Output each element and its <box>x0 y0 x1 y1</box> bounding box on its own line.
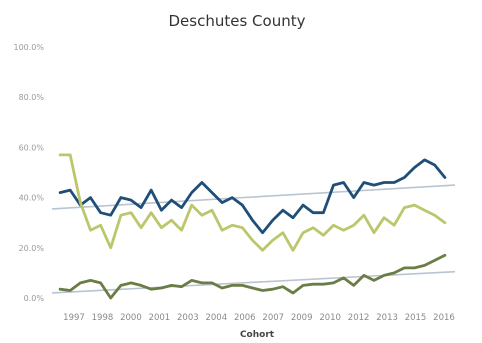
y-tick-label: 100.0% <box>13 43 44 52</box>
trend-line <box>51 270 456 294</box>
y-tick-label: 40.0% <box>19 194 45 203</box>
series-line <box>58 253 447 300</box>
x-tick-label: 2016 <box>433 313 455 323</box>
x-tick-label: 2015 <box>405 313 427 323</box>
x-tick-label: 2009 <box>291 313 313 323</box>
x-axis-label: Cohort <box>240 330 275 340</box>
y-tick-label: 80.0% <box>19 93 45 102</box>
x-tick-label: 2013 <box>376 313 398 323</box>
series-line <box>58 158 447 235</box>
x-tick-label: 1998 <box>92 313 114 323</box>
x-tick-label: 1997 <box>63 313 85 323</box>
series-line <box>58 153 447 252</box>
x-tick-label: 2001 <box>149 313 171 323</box>
x-tick-label: 2003 <box>177 313 199 323</box>
y-tick-label: 60.0% <box>19 143 45 152</box>
x-tick-label: 2007 <box>262 313 284 323</box>
chart-title: Deschutes County <box>169 12 306 30</box>
x-tick-label: 2000 <box>120 313 142 323</box>
y-axis-ticks: 100.0% 80.0% 60.0% 40.0% 20.0% 0.0% <box>13 43 44 303</box>
series-lines <box>58 153 447 300</box>
x-tick-label: 2010 <box>319 313 341 323</box>
trend-line <box>51 184 456 210</box>
y-tick-label: 0.0% <box>24 294 45 303</box>
x-tick-label: 2006 <box>234 313 256 323</box>
x-axis-ticks: 1997 1998 2000 2001 2003 2004 2006 2007 2009 2010… <box>63 313 455 323</box>
x-tick-label: 2012 <box>348 313 370 323</box>
x-tick-label: 2004 <box>205 313 227 323</box>
y-tick-label: 20.0% <box>19 244 45 253</box>
